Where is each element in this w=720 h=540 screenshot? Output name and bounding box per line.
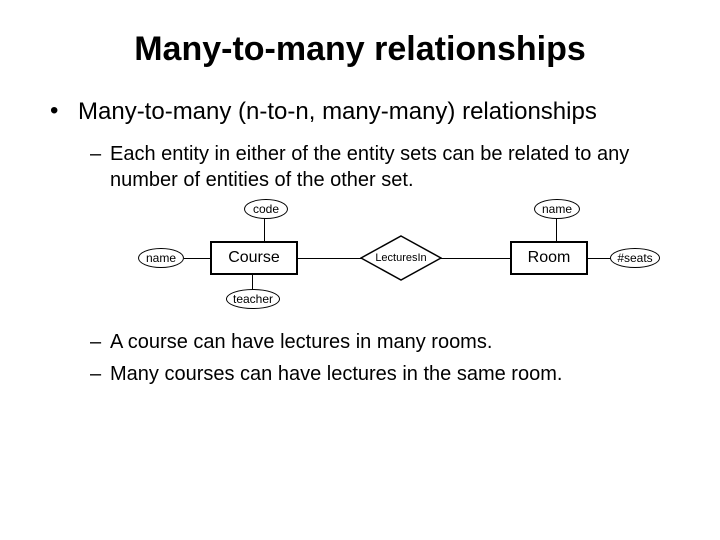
dash-item: – Each entity in either of the entity se…	[90, 141, 670, 193]
entity-course: Course	[210, 241, 298, 275]
relationship-label: LecturesIn	[375, 252, 426, 264]
attr-name-course-label: name	[146, 251, 176, 265]
dash-marker: –	[90, 141, 110, 193]
bullet-item: • Many-to-many (n-to-n, many-many) relat…	[50, 97, 670, 127]
edge-rel-room	[440, 258, 510, 259]
dash-text: Many courses can have lectures in the sa…	[110, 361, 562, 387]
er-diagram: Course Room LecturesIn code name teacher…	[110, 199, 670, 319]
bullet-text: Many-to-many (n-to-n, many-many) relatio…	[78, 97, 597, 127]
attr-code: code	[244, 199, 288, 219]
attr-seats: #seats	[610, 248, 660, 268]
attr-teacher: teacher	[226, 289, 280, 309]
dash-item: – A course can have lectures in many roo…	[90, 329, 670, 355]
edge-code-course	[264, 219, 265, 241]
edge-name-course	[184, 258, 210, 259]
dash-item: – Many courses can have lectures in the …	[90, 361, 670, 387]
edge-teacher-course	[252, 275, 253, 289]
attr-code-label: code	[253, 202, 279, 216]
dash-marker: –	[90, 329, 110, 355]
attr-teacher-label: teacher	[233, 292, 273, 306]
edge-course-rel	[298, 258, 362, 259]
relationship-lecturesin: LecturesIn	[360, 235, 442, 281]
dash-text: A course can have lectures in many rooms…	[110, 329, 492, 355]
page-title: Many-to-many relationships	[50, 30, 670, 69]
bullet-marker: •	[50, 97, 78, 127]
attr-name-course: name	[138, 248, 184, 268]
edge-seats-room	[588, 258, 610, 259]
attr-name-room-label: name	[542, 202, 572, 216]
dash-text: Each entity in either of the entity sets…	[110, 141, 670, 193]
dash-marker: –	[90, 361, 110, 387]
attr-seats-label: #seats	[617, 251, 652, 265]
entity-room: Room	[510, 241, 588, 275]
entity-course-label: Course	[228, 249, 280, 267]
edge-name-room	[556, 219, 557, 241]
attr-name-room: name	[534, 199, 580, 219]
entity-room-label: Room	[528, 249, 571, 267]
